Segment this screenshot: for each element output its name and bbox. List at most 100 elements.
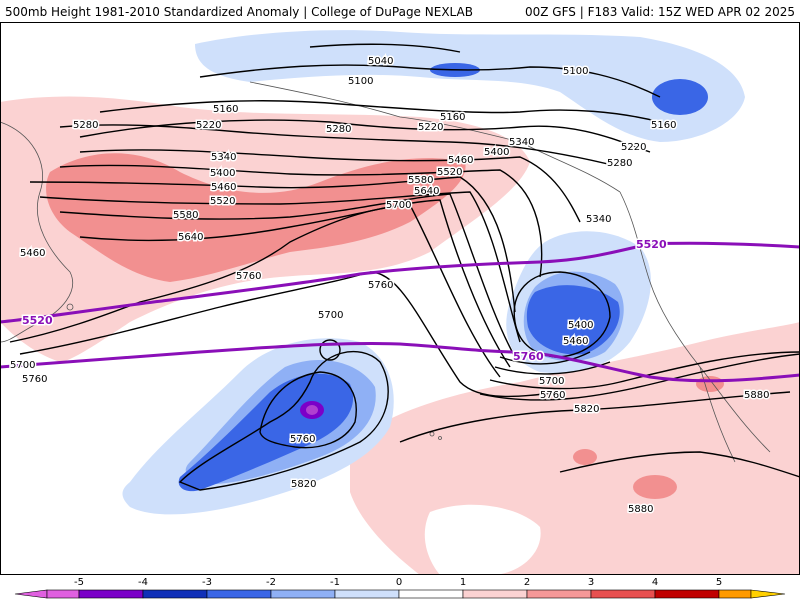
contour-5400 [59, 164, 543, 278]
anomaly-map: 5040 5100 5100 5160 5160 5160 5220 5220 … [0, 22, 800, 575]
map-title: 500mb Height 1981-2010 Standardized Anom… [5, 5, 473, 19]
contour-label: 5760 [368, 280, 393, 291]
highlight-label-5520-west: 5520 [22, 314, 53, 327]
contour-5160 [99, 100, 661, 123]
contour-label: 5580 [173, 210, 198, 221]
contour-labels: 5040 5100 5100 5160 5160 5160 5220 5220 … [9, 55, 771, 517]
colorbar-segment [334, 589, 400, 599]
colorbar-segment [654, 589, 720, 599]
contour-label: 5880 [628, 504, 653, 515]
contour-label: 5400 [484, 147, 509, 158]
contour-label: 5760 [540, 390, 565, 401]
asia-coastline [0, 121, 73, 343]
contour-5760-east [479, 353, 800, 401]
highlight-label-5760-east: 5760 [513, 350, 544, 363]
colorbar-segment [78, 589, 144, 599]
contour-label: 5640 [414, 186, 439, 197]
highlight-5520-line [0, 241, 800, 324]
contour-label: 5280 [73, 120, 98, 131]
japan-island [66, 303, 74, 311]
colorbar-arrow-right [750, 589, 786, 599]
contour-label: 5220 [418, 122, 443, 133]
contour-label: 5520 [210, 196, 235, 207]
contour-label: 5340 [211, 152, 236, 163]
contour-5340 [79, 149, 581, 223]
neutral-area-south [424, 504, 541, 575]
colorbar-segment [142, 589, 208, 599]
contour-label: 5340 [586, 214, 611, 225]
contour-label: 5700 [318, 310, 343, 321]
highlight-5760-line [0, 342, 800, 383]
colorbar-tick-label: 5 [716, 577, 722, 588]
contour-5460 [29, 176, 516, 313]
contour-label: 5160 [651, 120, 676, 131]
contour-label: 5100 [348, 76, 373, 87]
contour-label: 5100 [563, 66, 588, 77]
contour-label: 5460 [211, 182, 236, 193]
colorbar-tick-label: -3 [202, 577, 212, 588]
contour-label: 5400 [568, 320, 593, 331]
colorbar-tick-label: 3 [588, 577, 594, 588]
contour-label: 5760 [236, 271, 261, 282]
colorbar-tick-label: -2 [266, 577, 276, 588]
contour-label: 5580 [408, 175, 433, 186]
contour-label: 5160 [440, 112, 465, 123]
contour-5520 [39, 191, 521, 343]
contour-5580-east [499, 351, 591, 365]
positive-anomaly-spot-2 [696, 376, 724, 392]
contour-5700 [9, 204, 501, 378]
contour-label: 5340 [509, 137, 534, 148]
contour-5880 [559, 451, 800, 478]
hawaii-islands [429, 431, 435, 437]
contour-label: 5760 [22, 374, 47, 385]
colorbar-segment [462, 589, 528, 599]
positive-anomaly-spot-3 [573, 449, 597, 465]
colorbar-segment [270, 589, 336, 599]
coastlines [0, 81, 771, 463]
contour-label: 5820 [291, 479, 316, 490]
north-america-coastline [619, 191, 771, 453]
contour-label: 5880 [744, 390, 769, 401]
colorbar-segment [398, 589, 464, 599]
positive-anomaly-spot-1 [633, 475, 677, 499]
negative-anomaly-north [195, 30, 745, 142]
contour-label: 5220 [621, 142, 646, 153]
colorbar-segment [526, 589, 592, 599]
map-header: 500mb Height 1981-2010 Standardized Anom… [0, 0, 800, 24]
model-run-info: 00Z GFS | F183 Valid: 15Z WED APR 02 202… [524, 5, 795, 19]
contour-5220 [79, 119, 651, 153]
contour-5820 [399, 391, 791, 443]
contour-label: 5280 [607, 158, 632, 169]
contour-label: 5400 [210, 168, 235, 179]
alaska-coastline [249, 81, 621, 193]
negative-anomaly-central-extreme-inner [306, 405, 318, 415]
contour-label: 5520 [437, 167, 462, 178]
colorbar-segment [590, 589, 656, 599]
colorbar-segment [718, 589, 752, 599]
colorbar-tick-label: -1 [330, 577, 340, 588]
cutoff-low-center [319, 339, 341, 361]
negative-anomaly-east-core [526, 285, 620, 355]
colorbar-ticks: -5 -4 -3 -2 -1 0 1 2 3 4 5 [74, 577, 722, 588]
contour-label: 5820 [574, 404, 599, 415]
negative-anomaly-north-core-2 [652, 79, 708, 115]
cutoff-low-ring-inner [259, 371, 357, 449]
contour-label: 5040 [368, 56, 393, 67]
highlight-labels: 5520 5520 5760 [21, 237, 669, 365]
contour-label: 5760 [290, 434, 315, 445]
contour-label: 5460 [20, 248, 45, 259]
contour-label: 5460 [563, 336, 588, 347]
colorbar-tick-label: -5 [74, 577, 84, 588]
colorbar-segments [14, 589, 786, 599]
contour-5580 [59, 193, 516, 358]
contour-5040 [309, 43, 461, 53]
contour-label: 5700 [10, 360, 35, 371]
contour-label: 5460 [448, 155, 473, 166]
highlight-label-5520-east: 5520 [636, 238, 667, 251]
colorbar: -5 -4 -3 -2 -1 0 1 2 3 4 5 [14, 577, 786, 599]
contour-5100 [199, 64, 661, 98]
baja-coastline [699, 366, 736, 463]
colorbar-arrow-left [14, 589, 48, 599]
contour-label: 5700 [386, 200, 411, 211]
contour-label: 5280 [326, 124, 351, 135]
